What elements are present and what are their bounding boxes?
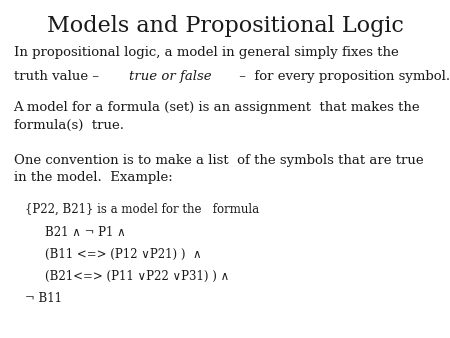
Text: ¬ B11: ¬ B11 (25, 292, 62, 305)
Text: Models and Propositional Logic: Models and Propositional Logic (46, 15, 404, 37)
Text: –  for every proposition symbol.: – for every proposition symbol. (235, 70, 450, 83)
Text: B21 ∧ ¬ P1 ∧: B21 ∧ ¬ P1 ∧ (45, 226, 126, 239)
Text: (B11 <=> (P12 ∨P21) )  ∧: (B11 <=> (P12 ∨P21) ) ∧ (45, 248, 202, 261)
Text: A model for a formula (set) is an assignment  that makes the
formula(s)  true.: A model for a formula (set) is an assign… (14, 101, 420, 132)
Text: One convention is to make a list  of the symbols that are true
in the model.  Ex: One convention is to make a list of the … (14, 154, 423, 184)
Text: {P22, B21} is a model for the   formula: {P22, B21} is a model for the formula (25, 203, 259, 216)
Text: truth value –: truth value – (14, 70, 103, 83)
Text: true or false: true or false (129, 70, 212, 83)
Text: In propositional logic, a model in general simply fixes the: In propositional logic, a model in gener… (14, 46, 398, 58)
Text: (B21<=> (P11 ∨P22 ∨P31) ) ∧: (B21<=> (P11 ∨P22 ∨P31) ) ∧ (45, 270, 229, 283)
